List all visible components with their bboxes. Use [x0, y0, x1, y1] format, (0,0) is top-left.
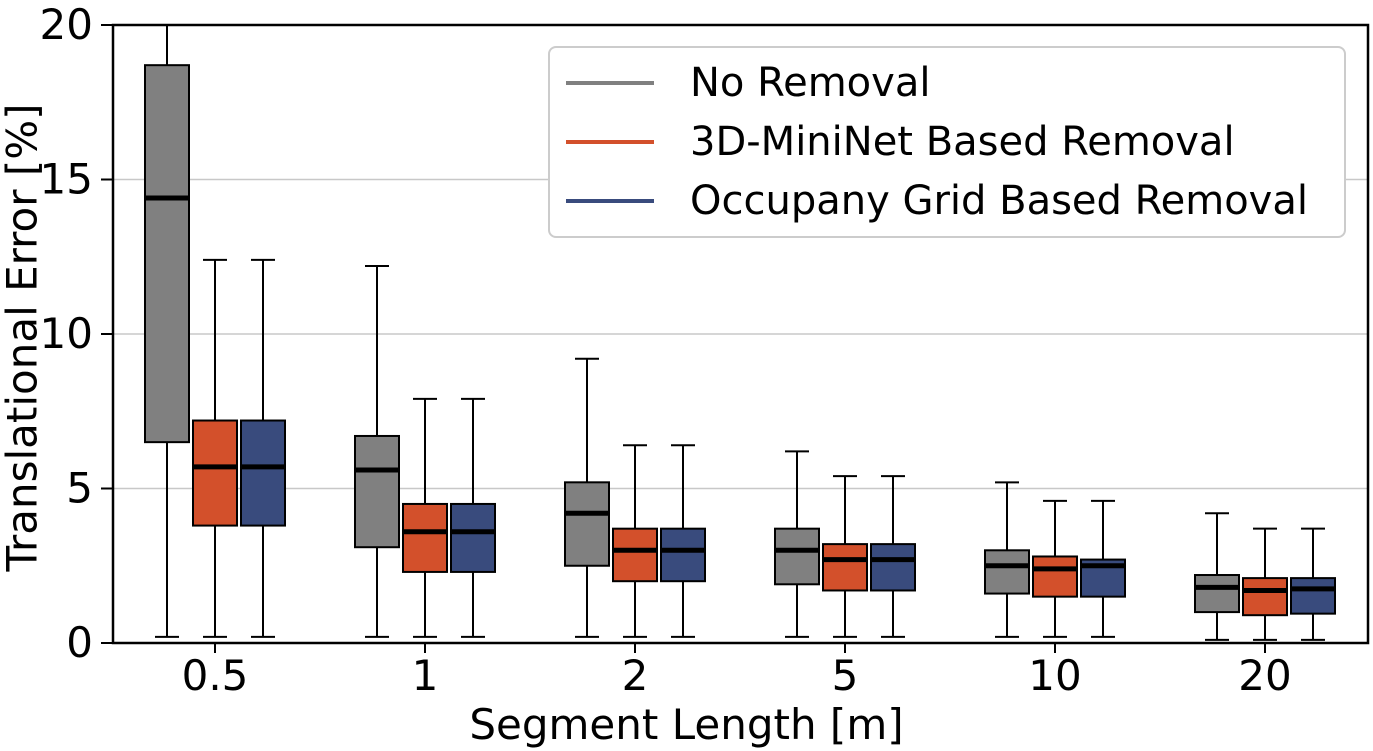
box-no-removal-0.5 — [144, 64, 190, 444]
legend-item-3d-mininet: 3D-MiniNet Based Removal — [566, 114, 1334, 170]
legend-line-no-removal — [566, 81, 654, 86]
box-no-removal-1 — [354, 434, 400, 549]
x-axis-label: Segment Length [m] — [469, 700, 904, 749]
box-occupany-grid-based-removal-2 — [660, 527, 706, 583]
box-no-removal-20 — [1194, 574, 1240, 614]
x-tick-label: 5 — [832, 651, 859, 700]
box-3d-mininet-based-removal-5 — [822, 543, 868, 592]
y-tick-label: 10 — [40, 309, 93, 358]
x-tick-label: 20 — [1238, 651, 1291, 700]
box-no-removal-5 — [774, 527, 820, 586]
box-3d-mininet-based-removal-0.5 — [192, 419, 238, 527]
x-tick-label: 10 — [1028, 651, 1081, 700]
legend-label: No Removal — [690, 60, 931, 107]
box-3d-mininet-based-removal-10 — [1032, 555, 1078, 598]
legend-label: Occupany Grid Based Removal — [690, 177, 1308, 224]
x-tick-label: 0.5 — [182, 651, 249, 700]
y-axis-label: Translational Error [%] — [0, 103, 47, 572]
y-tick-label: 0 — [66, 618, 93, 667]
legend-label: 3D-MiniNet Based Removal — [690, 118, 1235, 165]
legend-item-occupancy-grid: Occupany Grid Based Removal — [566, 173, 1334, 229]
box-no-removal-10 — [984, 549, 1030, 595]
legend: No Removal 3D-MiniNet Based Removal Occu… — [548, 46, 1346, 238]
y-tick-label: 15 — [40, 155, 93, 204]
box-no-removal-2 — [564, 481, 610, 567]
box-3d-mininet-based-removal-2 — [612, 527, 658, 583]
x-tick-label: 2 — [622, 651, 649, 700]
box-3d-mininet-based-removal-1 — [402, 502, 448, 573]
y-tick-label: 5 — [66, 464, 93, 513]
box-occupany-grid-based-removal-20 — [1290, 577, 1336, 615]
box-occupany-grid-based-removal-1 — [450, 502, 496, 573]
legend-line-3d-mininet — [566, 139, 654, 144]
box-3d-mininet-based-removal-20 — [1242, 577, 1288, 617]
y-tick-label: 20 — [40, 0, 93, 49]
box-occupany-grid-based-removal-5 — [870, 543, 916, 592]
box-occupany-grid-based-removal-0.5 — [240, 419, 286, 527]
x-tick-label: 1 — [412, 651, 439, 700]
legend-item-no-removal: No Removal — [566, 55, 1334, 111]
legend-line-occupancy-grid — [566, 198, 654, 203]
